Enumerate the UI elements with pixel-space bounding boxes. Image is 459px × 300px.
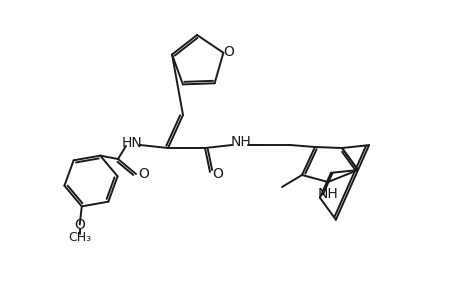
Text: O: O xyxy=(74,218,85,233)
Text: NH: NH xyxy=(317,187,338,201)
Text: CH₃: CH₃ xyxy=(68,231,91,244)
Text: O: O xyxy=(138,167,149,181)
Text: O: O xyxy=(212,167,223,181)
Text: HN: HN xyxy=(121,136,142,150)
Text: O: O xyxy=(223,45,233,59)
Text: NH: NH xyxy=(230,135,251,149)
